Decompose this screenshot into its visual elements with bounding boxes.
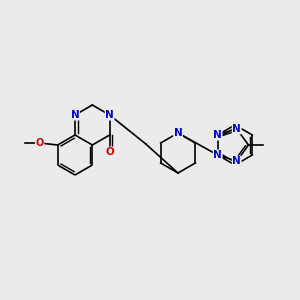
Text: N: N [174, 128, 182, 138]
Text: N: N [213, 130, 222, 140]
Text: N: N [232, 124, 241, 134]
Text: N: N [70, 110, 80, 120]
Text: N: N [105, 110, 114, 120]
Text: O: O [36, 138, 44, 148]
Text: N: N [213, 150, 222, 160]
Text: O: O [105, 147, 114, 157]
Text: N: N [232, 156, 241, 166]
